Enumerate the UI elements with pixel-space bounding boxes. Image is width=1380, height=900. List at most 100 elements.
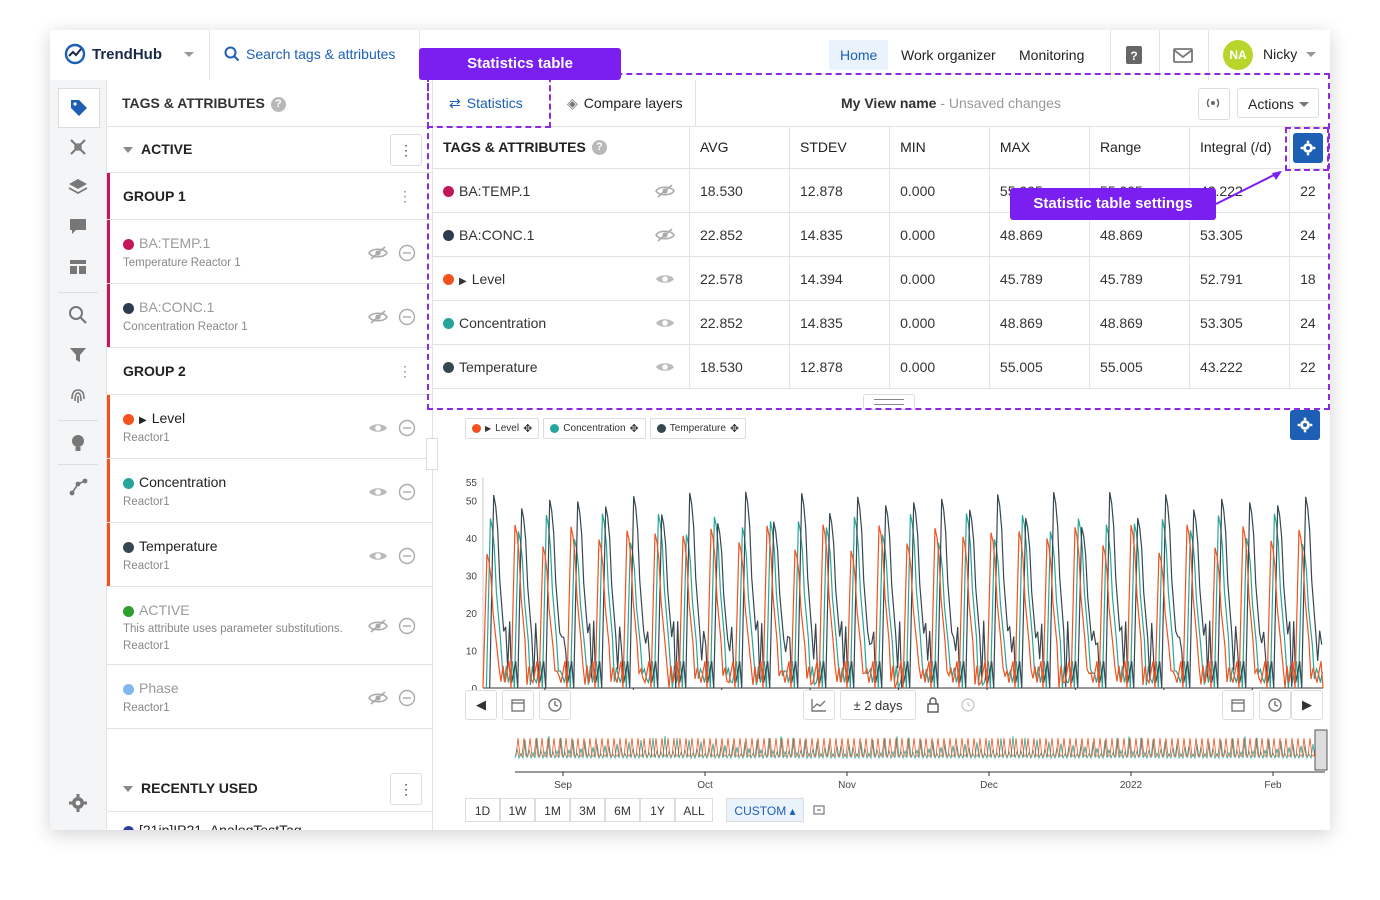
end-time-button[interactable]: [1259, 690, 1291, 720]
chart-type-button[interactable]: [803, 690, 835, 720]
broadcast-button[interactable]: [1198, 88, 1230, 120]
rail-comments[interactable]: [58, 208, 98, 246]
list-item[interactable]: Temperature Reactor1: [107, 523, 432, 587]
rail-graph[interactable]: [58, 468, 98, 506]
rail-settings[interactable]: [58, 784, 98, 822]
user-menu-chevron-icon[interactable]: [1306, 52, 1316, 57]
remove-icon[interactable]: [398, 419, 416, 437]
rail-tags[interactable]: [58, 88, 100, 128]
list-item[interactable]: ACTIVE This attribute uses parameter sub…: [107, 587, 432, 665]
expand-triangle-icon[interactable]: ▶: [139, 415, 147, 426]
rail-layers[interactable]: [58, 168, 98, 206]
column-header[interactable]: Range: [1089, 126, 1190, 169]
list-item[interactable]: Concentration Reactor1: [107, 459, 432, 523]
remove-icon[interactable]: [398, 547, 416, 565]
range-button[interactable]: 1Y: [640, 798, 675, 822]
eye-hidden-icon[interactable]: [368, 690, 388, 706]
table-row[interactable]: BA:CONC.1 22.852 14.835 0.000 48.869 48.869 53…: [433, 212, 1330, 257]
range-button[interactable]: 3M: [570, 798, 605, 822]
history-button[interactable]: [952, 690, 984, 720]
eye-icon[interactable]: [368, 420, 388, 436]
column-header[interactable]: Integral (/d): [1189, 126, 1291, 169]
tag-name[interactable]: [21ip]IP21_AnalogTestTag: [123, 822, 302, 830]
rail-dashboard[interactable]: [58, 248, 98, 286]
table-row[interactable]: Concentration 22.852 14.835 0.000 48.869 48.8…: [433, 300, 1330, 345]
active-section-header[interactable]: ACTIVE ⋮: [107, 126, 432, 173]
range-button[interactable]: ALL: [675, 798, 713, 822]
remove-icon[interactable]: [398, 617, 416, 635]
eye-hidden-icon[interactable]: [368, 309, 388, 325]
help-icon[interactable]: ?: [1123, 44, 1145, 66]
section-menu-button[interactable]: ⋮: [390, 773, 422, 805]
eye-hidden-icon[interactable]: [368, 618, 388, 634]
trend-chart[interactable]: 010203040505506 AM12 PM06 PMTue, 2206 AM…: [433, 440, 1330, 690]
mail-icon[interactable]: [1172, 44, 1194, 66]
rail-insights[interactable]: [58, 424, 98, 462]
table-row[interactable]: Temperature 18.530 12.878 0.000 55.005 55.005…: [433, 344, 1330, 389]
column-header-tags[interactable]: TAGS & ATTRIBUTES?: [433, 126, 690, 169]
nav-tab-home[interactable]: Home: [829, 40, 889, 70]
overview-navigator[interactable]: Sep Oct Nov Dec 2022 Feb: [433, 728, 1330, 792]
group-row[interactable]: GROUP 1 ⋮: [107, 173, 432, 220]
group-menu-icon[interactable]: ⋮: [398, 363, 412, 379]
rail-tool-2[interactable]: [58, 128, 98, 166]
nav-tab-work-organizer[interactable]: Work organizer: [901, 47, 996, 63]
chart-settings-button[interactable]: [1290, 410, 1320, 440]
search-field[interactable]: Search tags & attributes: [224, 46, 395, 62]
time-window-button[interactable]: ± 2 days: [840, 690, 916, 720]
move-icon[interactable]: ✥: [523, 423, 533, 435]
range-extra-button[interactable]: [808, 798, 830, 822]
start-date-button[interactable]: [502, 690, 534, 720]
series-line-level[interactable]: [482, 524, 1324, 689]
list-item[interactable]: BA:TEMP.1 Temperature Reactor 1: [107, 220, 432, 284]
lock-button[interactable]: [917, 690, 949, 720]
legend-item[interactable]: Concentration ✥: [543, 418, 646, 439]
start-time-button[interactable]: [539, 690, 571, 720]
move-icon[interactable]: ✥: [629, 423, 639, 435]
list-item[interactable]: Phase Reactor1: [107, 665, 432, 729]
pan-left-button[interactable]: ◀: [465, 690, 497, 720]
eye-icon[interactable]: [655, 359, 675, 375]
tab-compare-layers[interactable]: ◈ Compare layers: [567, 95, 683, 111]
actions-dropdown[interactable]: Actions: [1237, 88, 1319, 118]
remove-icon[interactable]: [398, 244, 416, 262]
sidebar-collapse-handle[interactable]: [426, 438, 438, 470]
statistics-settings-button[interactable]: [1293, 133, 1323, 163]
eye-icon[interactable]: [655, 315, 675, 331]
column-header[interactable]: AVG: [689, 126, 791, 169]
range-button[interactable]: 6M: [605, 798, 640, 822]
eye-icon[interactable]: [655, 271, 675, 287]
expand-triangle-icon[interactable]: ▶: [459, 275, 467, 287]
rail-search[interactable]: [58, 296, 98, 334]
nav-tab-monitoring[interactable]: Monitoring: [1019, 47, 1085, 63]
pan-right-button[interactable]: ▶: [1291, 690, 1323, 720]
group-row[interactable]: GROUP 2 ⋮: [107, 348, 432, 395]
help-icon[interactable]: ?: [591, 140, 607, 156]
navigator-handle[interactable]: [1314, 729, 1328, 771]
app-switch-chevron-icon[interactable]: [184, 52, 194, 57]
column-header[interactable]: MIN: [889, 126, 990, 169]
range-button[interactable]: 1W: [500, 798, 535, 822]
help-icon[interactable]: ?: [270, 96, 286, 112]
remove-icon[interactable]: [398, 308, 416, 326]
list-item[interactable]: ▶ Level Reactor1: [107, 395, 432, 459]
legend-item[interactable]: ▶ Level ✥: [465, 418, 540, 439]
app-logo[interactable]: TrendHub: [64, 43, 162, 65]
eye-hidden-icon[interactable]: [368, 245, 388, 261]
group-menu-icon[interactable]: ⋮: [398, 188, 412, 204]
recently-used-section-header[interactable]: RECENTLY USED ⋮: [107, 765, 432, 812]
user-name[interactable]: Nicky: [1263, 46, 1298, 62]
rail-filter[interactable]: [58, 336, 98, 374]
range-button[interactable]: 1M: [535, 798, 570, 822]
eye-icon[interactable]: [368, 548, 388, 564]
move-icon[interactable]: ✥: [729, 423, 740, 435]
column-header[interactable]: MAX: [989, 126, 1090, 169]
section-menu-button[interactable]: ⋮: [390, 134, 422, 166]
range-button[interactable]: 1D: [465, 798, 500, 822]
eye-hidden-icon[interactable]: [655, 227, 675, 243]
list-item[interactable]: BA:CONC.1 Concentration Reactor 1: [107, 284, 432, 348]
rail-fingerprint[interactable]: [58, 376, 98, 414]
column-header[interactable]: STDEV: [789, 126, 891, 169]
remove-icon[interactable]: [398, 483, 416, 501]
eye-icon[interactable]: [368, 484, 388, 500]
